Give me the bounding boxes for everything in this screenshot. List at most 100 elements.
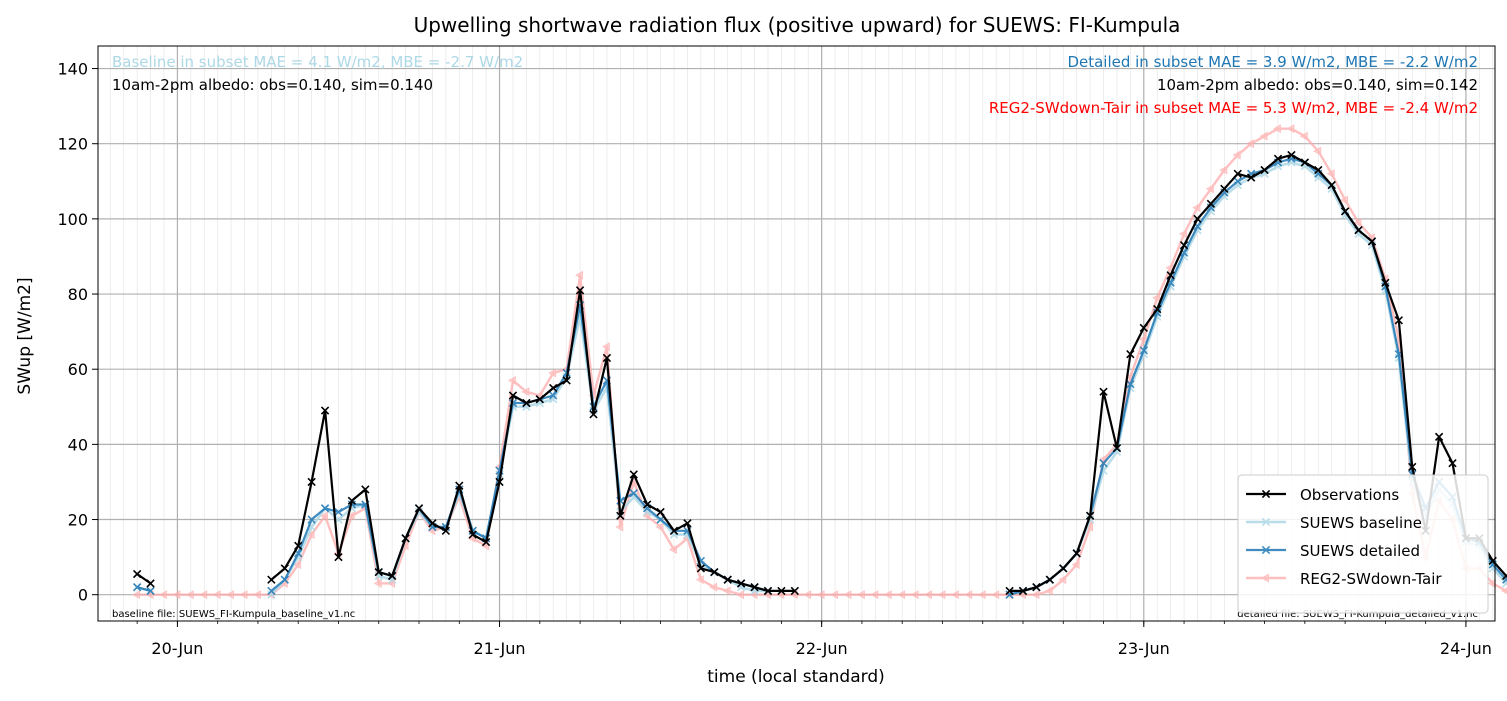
data-point: [481, 541, 490, 551]
data-point: [1233, 169, 1242, 178]
data-point: [1408, 462, 1417, 472]
data-point: [696, 564, 706, 573]
data-point: [629, 470, 638, 479]
data-point: [1314, 165, 1323, 175]
data-point: [1448, 458, 1457, 468]
data-point: [226, 590, 235, 600]
data-point: [1139, 323, 1148, 333]
data-point: [683, 519, 692, 528]
data-point: [1502, 571, 1507, 581]
data-point: [1112, 443, 1122, 453]
y-axis-label: SWup [W/m2]: [15, 277, 35, 394]
data-point: [1327, 180, 1336, 190]
data-point: [401, 534, 410, 543]
data-point: [1085, 511, 1095, 520]
data-point: [762, 590, 771, 600]
data-point: [468, 530, 477, 539]
y-tick-label: 100: [57, 210, 88, 229]
data-point: [1233, 177, 1242, 186]
data-point: [1259, 131, 1268, 141]
data-point: [320, 511, 328, 521]
data-point: [1287, 150, 1296, 160]
data-point: [1326, 169, 1335, 179]
x-tick-label: 22-Jun: [796, 639, 848, 658]
chart-title: Upwelling shortwave radiation flux (posi…: [414, 13, 1181, 37]
data-point: [427, 526, 436, 536]
x-tick-label: 23-Jun: [1118, 639, 1170, 658]
legend-entry: [1246, 489, 1286, 499]
data-point: [145, 590, 154, 600]
data-point: [212, 590, 221, 600]
data-point: [1286, 124, 1295, 134]
data-point: [897, 590, 906, 600]
data-point: [1032, 583, 1041, 592]
data-point: [695, 575, 704, 585]
data-point: [293, 560, 302, 570]
data-point: [1246, 139, 1255, 149]
data-point: [736, 579, 746, 588]
data-point: [1071, 560, 1080, 570]
data-point: [843, 590, 852, 600]
data-point: [950, 590, 959, 600]
data-point: [991, 590, 1000, 600]
data-point: [146, 579, 155, 588]
data-point: [1501, 587, 1507, 595]
data-point: [374, 567, 383, 577]
data-point: [1031, 590, 1040, 600]
data-point: [1340, 195, 1349, 205]
data-point: [1272, 124, 1281, 134]
data-point: [856, 590, 865, 600]
data-point: [1192, 203, 1201, 213]
data-point: [1193, 214, 1202, 224]
data-point: [736, 590, 745, 600]
data-point: [535, 395, 544, 404]
legend-marker: [1260, 573, 1269, 583]
data-point: [455, 481, 464, 490]
data-point: [549, 383, 558, 393]
data-point: [172, 590, 181, 600]
data-point: [549, 391, 558, 400]
data-point: [1219, 165, 1228, 175]
plot-frame: [97, 45, 1496, 622]
data-point: [1045, 575, 1055, 584]
data-point: [1058, 575, 1067, 585]
data-point: [816, 590, 825, 600]
data-point: [803, 590, 812, 600]
data-point: [1353, 218, 1362, 228]
data-point: [1085, 522, 1093, 532]
data-point: [789, 590, 798, 600]
y-tick-label: 80: [68, 285, 88, 304]
data-point: [1354, 225, 1363, 235]
data-point: [750, 583, 759, 592]
data-point: [252, 590, 261, 600]
legend-marker: [1261, 545, 1271, 555]
data-point: [239, 590, 248, 600]
data-point: [267, 575, 276, 584]
legend-entry: [1246, 573, 1286, 583]
data-point: [146, 586, 155, 596]
data-point: [346, 511, 355, 521]
data-point: [1300, 158, 1310, 167]
data-point: [870, 590, 879, 600]
data-point: [602, 353, 612, 363]
data-point: [428, 519, 437, 528]
data-point: [1434, 432, 1444, 442]
data-point: [1126, 350, 1135, 359]
data-point: [414, 504, 424, 513]
data-point: [481, 537, 491, 547]
data-point: [830, 590, 838, 600]
reg2-metrics-annotation: REG2-SWdown-Tair in subset MAE = 5.3 W/m…: [989, 99, 1478, 117]
baseline-file-annotation: baseline file: SUEWS_FI-Kumpula_baseline…: [112, 609, 355, 620]
data-point: [1072, 549, 1081, 558]
data-point: [937, 590, 946, 600]
data-point: [910, 590, 919, 600]
data-point: [306, 530, 315, 540]
data-point: [1166, 271, 1175, 280]
data-point: [1126, 380, 1135, 389]
plot-area: [97, 45, 1507, 622]
data-point: [522, 398, 531, 408]
data-point: [1205, 184, 1214, 194]
data-point: [267, 586, 276, 596]
legend-entry: [1246, 545, 1286, 555]
